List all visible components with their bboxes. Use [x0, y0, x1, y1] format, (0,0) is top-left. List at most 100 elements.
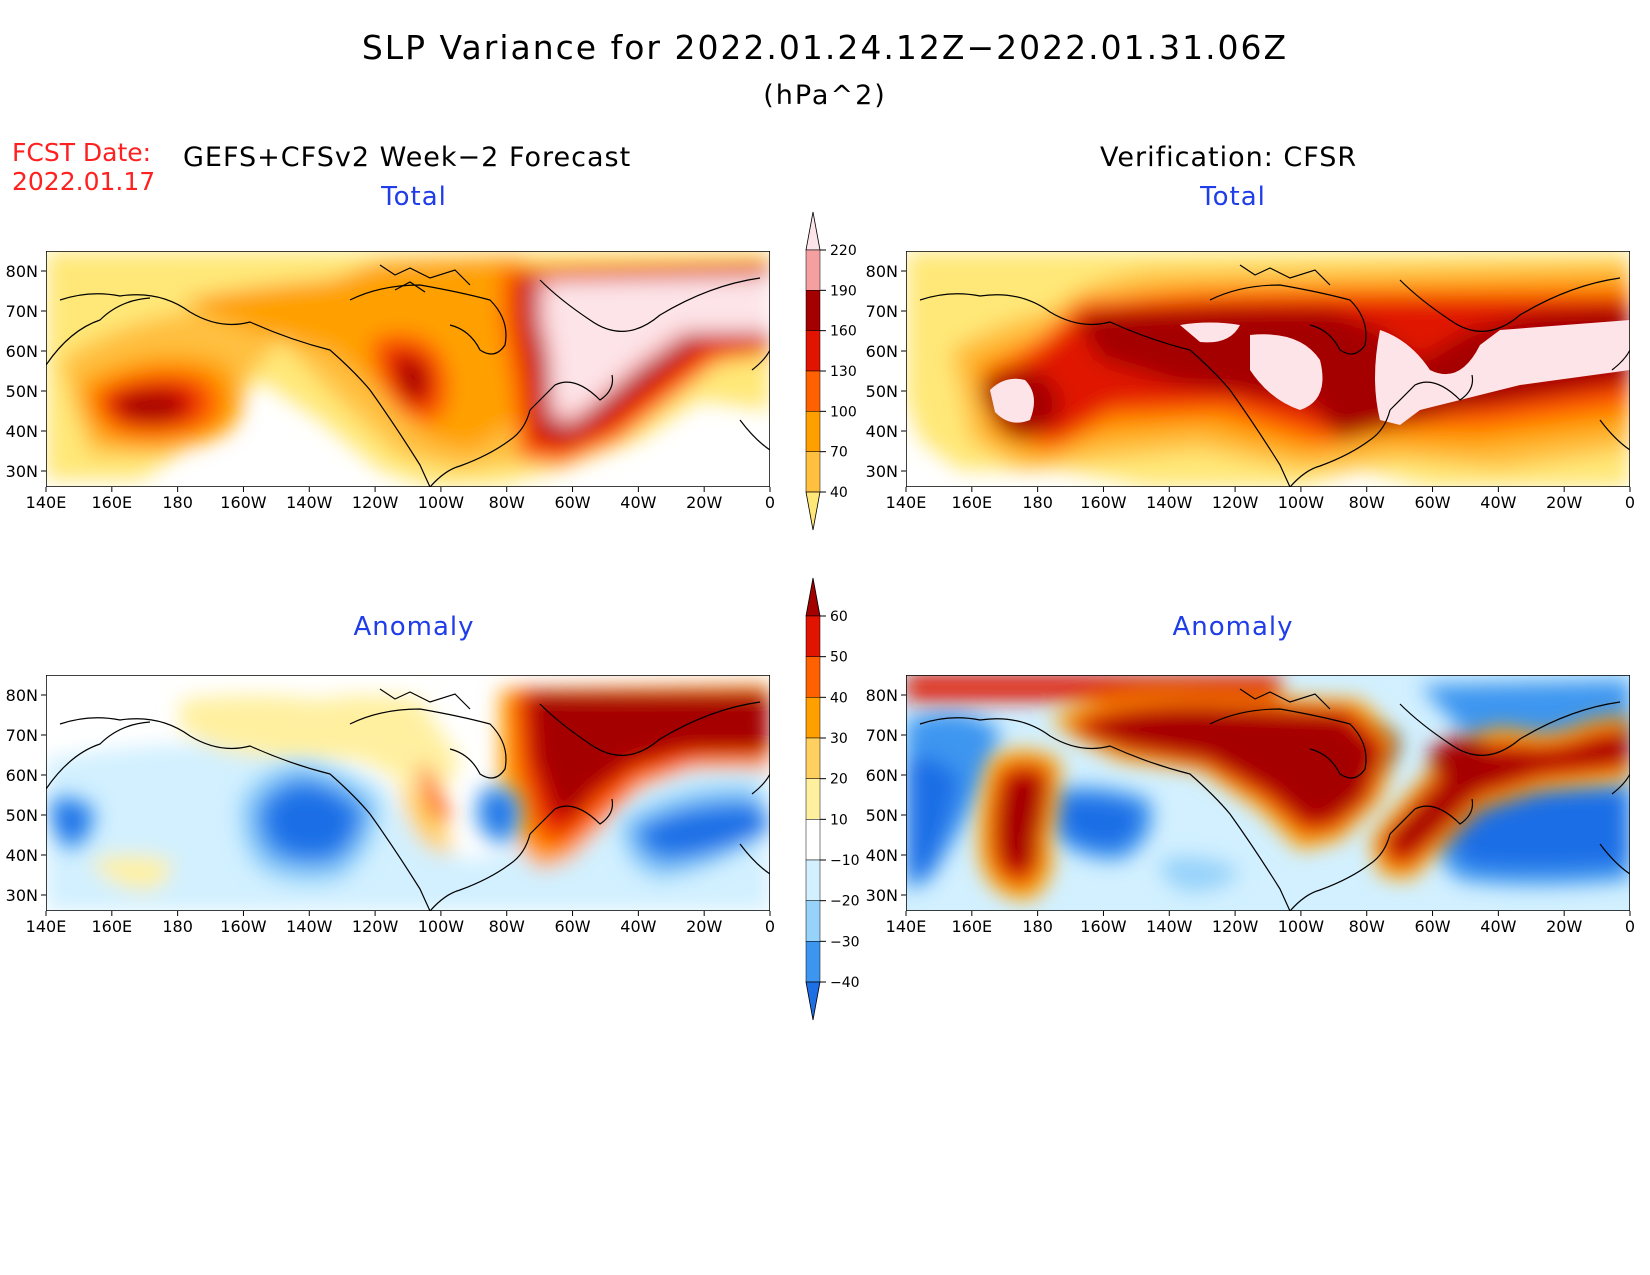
lon-tick-label: 60W	[1414, 917, 1450, 936]
lat-tick-label: 70N	[6, 302, 38, 321]
lon-tick-label: 140E	[886, 493, 927, 512]
lon-tick-label: 160E	[91, 917, 132, 936]
lat-tick-label: 40N	[6, 422, 38, 441]
map-panel-verification-total	[906, 251, 1630, 487]
lat-tick-label: 60N	[866, 342, 898, 361]
colorbar-label: 50	[830, 650, 848, 666]
lat-tick-label: 40N	[6, 846, 38, 865]
panel-title-forecast-total: Total	[381, 182, 447, 212]
panel-title-verification-anomaly: Anomaly	[1172, 612, 1294, 642]
lon-tick-label: 140W	[286, 493, 333, 512]
colorbar-swatch	[805, 411, 821, 452]
lon-tick-label: 140E	[26, 493, 67, 512]
colorbar-swatch	[805, 330, 821, 372]
lon-tick-label: 40W	[620, 493, 656, 512]
lat-tick-label: 60N	[6, 342, 38, 361]
lon-tick-label: 40W	[620, 917, 656, 936]
colorbar-swatch	[805, 900, 821, 942]
colorbar-swatch	[805, 491, 821, 531]
colorbar-label: 160	[830, 324, 857, 340]
forecast-column-header: GEFS+CFSv2 Week−2 Forecast	[183, 142, 632, 173]
lat-tick-label: 70N	[866, 302, 898, 321]
colorbar-label: −40	[830, 975, 860, 991]
lat-tick-label: 60N	[866, 766, 898, 785]
lon-tick-label: 20W	[686, 917, 722, 936]
colorbar-swatch	[805, 981, 821, 1021]
lon-tick-label: 0	[765, 917, 775, 936]
lon-tick-label: 0	[765, 493, 775, 512]
colorbar-label: 100	[830, 404, 857, 420]
lon-tick-label: 60W	[1414, 493, 1450, 512]
map-panel-verification-anomaly	[906, 675, 1630, 911]
lon-tick-label: 100W	[418, 493, 465, 512]
forecast-date-label: FCST Date:	[12, 138, 152, 167]
colorbar-swatch	[805, 819, 821, 861]
colorbar-swatch	[805, 451, 821, 493]
map-panel-forecast-total	[46, 251, 770, 487]
lon-tick-label: 120W	[352, 917, 399, 936]
map-panel-forecast-anomaly	[46, 675, 770, 911]
lon-tick-label: 140E	[886, 917, 927, 936]
lon-tick-label: 160E	[91, 493, 132, 512]
lat-tick-label: 50N	[6, 806, 38, 825]
colorbar-label: 20	[830, 772, 848, 788]
lon-tick-label: 120W	[1212, 917, 1259, 936]
lon-tick-label: 80W	[489, 493, 525, 512]
lon-tick-label: 160W	[220, 917, 267, 936]
lat-tick-label: 70N	[866, 726, 898, 745]
lat-tick-label: 80N	[6, 262, 38, 281]
colorbar-label: 220	[830, 243, 857, 259]
lat-tick-label: 40N	[866, 422, 898, 441]
colorbar-label: 60	[830, 609, 848, 625]
lon-tick-label: 180	[162, 917, 193, 936]
main-title: SLP Variance for 2022.01.24.12Z−2022.01.…	[361, 28, 1289, 67]
colorbar-label: 40	[830, 690, 848, 706]
lat-tick-label: 80N	[866, 262, 898, 281]
lat-tick-label: 50N	[866, 382, 898, 401]
colorbar-label: 70	[830, 445, 848, 461]
colorbar-swatch	[805, 737, 821, 779]
lat-tick-label: 30N	[866, 462, 898, 481]
units-label: (hPa^2)	[763, 80, 887, 111]
panel-title-forecast-anomaly: Anomaly	[353, 612, 475, 642]
colorbar-label: 130	[830, 364, 857, 380]
lon-tick-label: 100W	[1278, 917, 1325, 936]
colorbar-label: 30	[830, 731, 848, 747]
lon-tick-label: 60W	[554, 917, 590, 936]
lat-tick-label: 50N	[6, 382, 38, 401]
lon-tick-label: 40W	[1480, 917, 1516, 936]
lat-tick-label: 80N	[866, 686, 898, 705]
lon-tick-label: 100W	[418, 917, 465, 936]
lon-tick-label: 100W	[1278, 493, 1325, 512]
lon-tick-label: 140E	[26, 917, 67, 936]
lon-tick-label: 160W	[1080, 493, 1127, 512]
lon-tick-label: 140W	[1146, 917, 1193, 936]
lon-tick-label: 0	[1625, 917, 1635, 936]
panel-title-verification-total: Total	[1200, 182, 1266, 212]
lon-tick-label: 180	[162, 493, 193, 512]
lon-tick-label: 140W	[1146, 493, 1193, 512]
lon-tick-label: 40W	[1480, 493, 1516, 512]
colorbar-swatch	[805, 778, 821, 820]
lon-tick-label: 120W	[352, 493, 399, 512]
lon-tick-label: 20W	[686, 493, 722, 512]
lat-tick-label: 70N	[6, 726, 38, 745]
lon-tick-label: 20W	[1546, 493, 1582, 512]
lon-tick-label: 160E	[951, 493, 992, 512]
lon-tick-label: 140W	[286, 917, 333, 936]
lat-tick-label: 30N	[6, 462, 38, 481]
colorbar-swatch	[805, 577, 821, 617]
lon-tick-label: 80W	[1349, 493, 1385, 512]
colorbar-label: −30	[830, 934, 860, 950]
colorbar-anomaly: 60 50 40 30 20 10 −10 −20 −30 −40	[805, 577, 860, 1021]
lon-tick-label: 180	[1022, 493, 1053, 512]
lon-tick-label: 160E	[951, 917, 992, 936]
lon-tick-label: 160W	[1080, 917, 1127, 936]
verification-column-header: Verification: CFSR	[1100, 142, 1358, 173]
colorbar-total: 220 190 160 130 100 70 40	[805, 211, 857, 531]
lat-tick-label: 30N	[866, 886, 898, 905]
lon-tick-label: 160W	[220, 493, 267, 512]
colorbar-label: −10	[830, 853, 860, 869]
colorbar-swatch	[805, 697, 821, 739]
